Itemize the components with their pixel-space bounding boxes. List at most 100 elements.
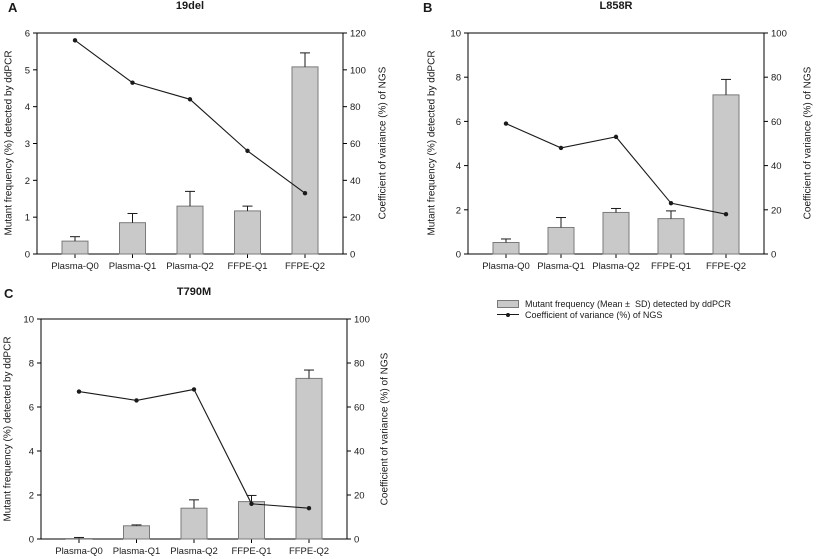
cv-line-marker (134, 398, 139, 403)
left-axis-tick-label: 2 (29, 491, 34, 502)
right-axis-tick-label: 60 (350, 139, 361, 150)
legend-item-coefficient-variance: Coefficient of variance (%) of NGS (497, 309, 731, 320)
cv-line-marker (245, 148, 250, 154)
bar (123, 525, 150, 540)
cv-line-marker (668, 200, 674, 206)
panel-letter-b: B (423, 0, 433, 15)
right-axis-tick-label: 100 (771, 29, 787, 40)
panel-b: B L858R Mutant frequency (%) detected by… (412, 0, 825, 280)
right-axis-tick-label: 100 (354, 315, 370, 326)
cv-line-marker (302, 191, 308, 196)
legend-item-mutant-frequency: Mutant frequency (Mean ± SD) detected by… (497, 298, 731, 309)
cv-line-marker (306, 506, 312, 511)
cv-line-marker (558, 145, 564, 151)
left-axis-tick-label: 4 (29, 447, 34, 458)
bar (547, 226, 575, 255)
cv-line-marker (503, 121, 509, 126)
panel-letter-c: C (4, 286, 14, 301)
cv-line-marker (130, 80, 135, 85)
bar (291, 66, 319, 255)
left-axis-tick-label: 0 (456, 250, 461, 261)
left-axis-tick-label: 10 (23, 315, 34, 326)
x-axis-category-label: Plasma-Q0 (55, 546, 103, 557)
cv-line-marker (613, 134, 619, 140)
panel-letter-a: A (8, 0, 18, 15)
right-axis-tick-label: 80 (771, 73, 782, 84)
bar (295, 377, 323, 540)
left-axis-tick-label: 1 (25, 213, 30, 224)
right-axis-tick-label: 40 (771, 161, 782, 172)
left-axis-tick-label: 4 (456, 161, 461, 172)
left-axis-tick-label: 5 (25, 65, 30, 76)
x-axis-category-label: Plasma-Q2 (166, 261, 214, 272)
chart-title-19del: 19del (175, 0, 205, 12)
cv-line-marker (723, 212, 729, 217)
right-axis-tick-label: 0 (354, 535, 359, 546)
left-axis-tick-label: 10 (450, 29, 461, 40)
x-axis-category-label: FFPE-Q2 (289, 546, 329, 557)
right-axis-tick-label: 40 (354, 447, 365, 458)
left-axis-tick-label: 8 (456, 73, 461, 84)
legend-label: Coefficient of variance (%) of NGS (525, 309, 663, 320)
bar (65, 538, 93, 540)
left-axis-tick-label: 3 (25, 139, 30, 150)
legend-dot-marker (506, 312, 510, 317)
bar (238, 501, 265, 540)
left-axis-tick-label: 6 (25, 29, 30, 40)
bar (712, 94, 740, 255)
legend-label: Mutant frequency (Mean ± SD) detected by… (525, 298, 732, 309)
right-axis-tick-label: 20 (350, 213, 361, 224)
right-axis-tick-label: 40 (350, 176, 361, 187)
x-axis-category-label: Plasma-Q1 (537, 261, 585, 272)
cv-line-marker (249, 501, 254, 506)
left-axis-tick-label: 0 (29, 535, 34, 546)
bar (176, 205, 204, 255)
x-axis-category-label: FFPE-Q1 (231, 546, 271, 557)
left-axis-tick-label: 6 (29, 403, 34, 414)
x-axis-category-label: FFPE-Q1 (227, 261, 267, 272)
right-axis-tick-label: 100 (350, 65, 366, 76)
right-axis-tick-label: 60 (771, 117, 782, 128)
bar (61, 240, 89, 255)
chart-title-l858r: L858R (599, 0, 633, 12)
x-axis-category-label: Plasma-Q2 (170, 546, 218, 557)
right-axis-tick-label: 60 (354, 403, 365, 414)
right-axis-tick-label: 80 (354, 359, 365, 370)
left-axis-tick-label: 2 (25, 176, 30, 187)
right-axis-tick-label: 20 (771, 205, 782, 216)
left-axis-tick-label: 4 (25, 102, 30, 113)
left-axis-tick-label: 6 (456, 117, 461, 128)
panel-a: A 19del Mutant frequency (%) detected by… (0, 0, 420, 280)
bar (492, 242, 520, 255)
bar (602, 211, 630, 255)
chart-title-t790m: T790M (176, 286, 212, 298)
x-axis-category-label: FFPE-Q2 (706, 261, 746, 272)
legend-line-dot-swatch (497, 312, 519, 317)
legend-bar-swatch (497, 299, 519, 308)
cv-line-marker (76, 389, 82, 394)
right-axis-tick-label: 120 (350, 29, 366, 40)
cv-line-marker (191, 387, 197, 392)
x-axis-category-label: Plasma-Q0 (482, 261, 530, 272)
bar (119, 222, 146, 255)
cv-line-marker (72, 38, 78, 43)
bar (180, 507, 208, 540)
right-axis-tick-label: 0 (350, 250, 355, 261)
right-axis-tick-label: 0 (771, 250, 776, 261)
cv-line-marker (187, 97, 193, 102)
right-axis-tick-label: 80 (350, 102, 361, 113)
cv-line (74, 39, 306, 194)
left-axis-tick-label: 2 (456, 205, 461, 216)
x-axis-category-label: Plasma-Q2 (592, 261, 640, 272)
x-axis-category-label: FFPE-Q2 (285, 261, 325, 272)
bar (657, 218, 685, 255)
x-axis-category-label: FFPE-Q1 (651, 261, 691, 272)
legend: Mutant frequency (Mean ± SD) detected by… (497, 298, 731, 320)
x-axis-category-label: Plasma-Q1 (109, 261, 157, 272)
panel-c: C T790M Mutant frequency (%) detected by… (0, 280, 420, 559)
right-axis-tick-label: 20 (354, 491, 365, 502)
